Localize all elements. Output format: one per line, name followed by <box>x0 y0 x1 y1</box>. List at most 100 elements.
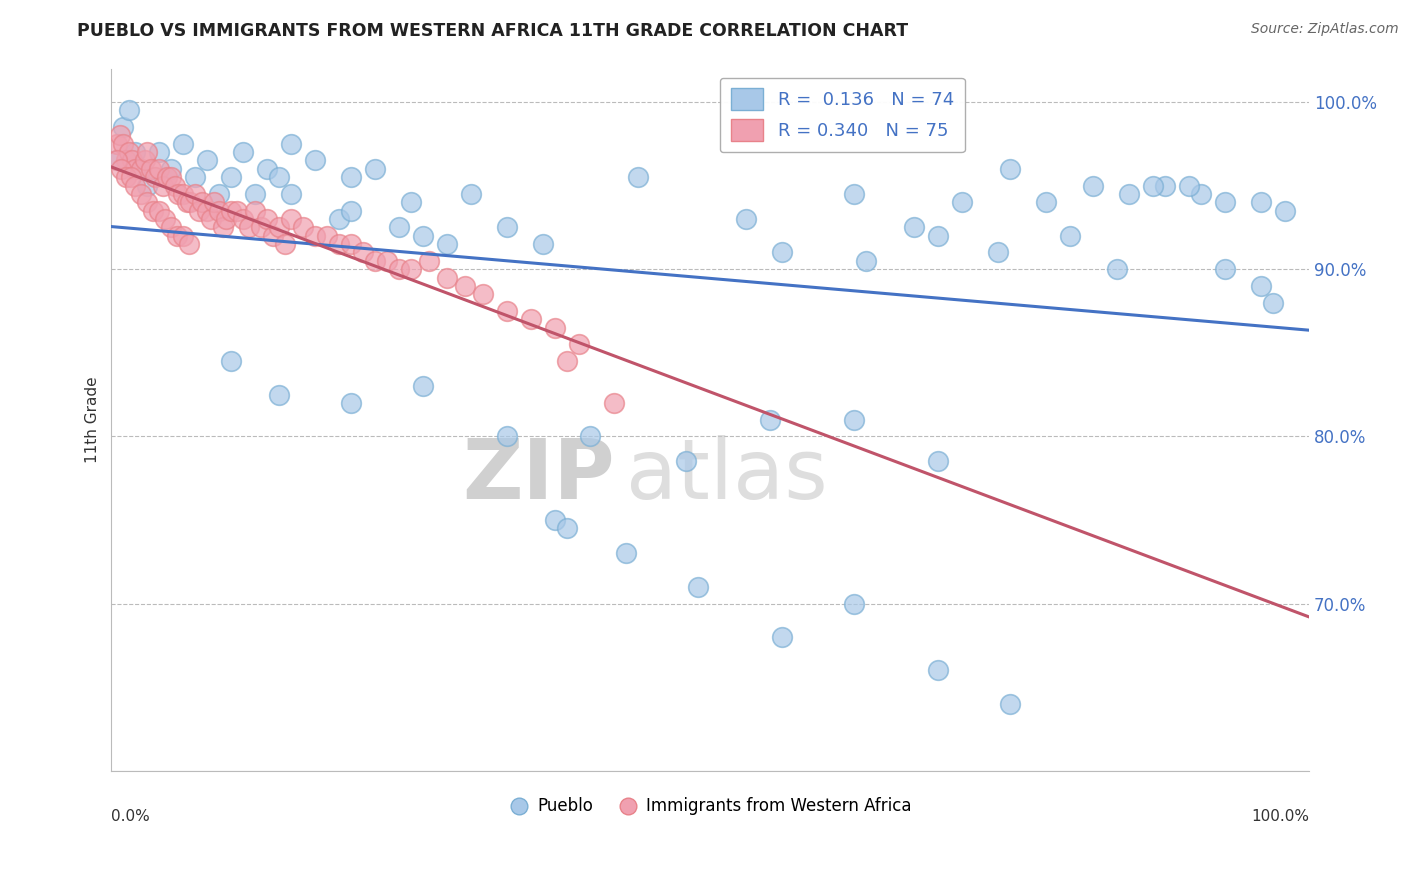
Point <box>519 312 541 326</box>
Text: ZIP: ZIP <box>463 435 614 516</box>
Point <box>163 178 186 193</box>
Point <box>567 337 589 351</box>
Point <box>219 354 242 368</box>
Point <box>131 161 153 176</box>
Point <box>1154 178 1177 193</box>
Point <box>543 513 565 527</box>
Point <box>340 237 363 252</box>
Point <box>267 220 290 235</box>
Point <box>927 228 949 243</box>
Point <box>219 203 242 218</box>
Point <box>211 220 233 235</box>
Point <box>998 161 1021 176</box>
Text: Source: ZipAtlas.com: Source: ZipAtlas.com <box>1251 22 1399 37</box>
Point <box>232 212 254 227</box>
Point <box>232 145 254 160</box>
Point <box>460 186 482 201</box>
Point <box>215 212 238 227</box>
Point <box>675 454 697 468</box>
Point <box>142 203 165 218</box>
Text: PUEBLO VS IMMIGRANTS FROM WESTERN AFRICA 11TH GRADE CORRELATION CHART: PUEBLO VS IMMIGRANTS FROM WESTERN AFRICA… <box>77 22 908 40</box>
Point <box>139 161 162 176</box>
Point <box>136 178 159 193</box>
Point <box>124 145 146 160</box>
Point <box>267 387 290 401</box>
Point <box>436 270 458 285</box>
Point <box>280 186 302 201</box>
Point <box>118 145 141 160</box>
Point <box>148 161 170 176</box>
Point <box>1213 195 1236 210</box>
Point <box>495 220 517 235</box>
Point <box>148 145 170 160</box>
Point <box>105 136 128 151</box>
Point <box>842 597 865 611</box>
Point <box>243 186 266 201</box>
Point <box>364 253 387 268</box>
Point <box>131 161 153 176</box>
Point <box>267 170 290 185</box>
Point <box>579 429 602 443</box>
Point <box>987 245 1010 260</box>
Point <box>1118 186 1140 201</box>
Point <box>292 220 315 235</box>
Point <box>399 195 422 210</box>
Point <box>108 128 131 143</box>
Point <box>219 170 242 185</box>
Legend: Pueblo, Immigrants from Western Africa: Pueblo, Immigrants from Western Africa <box>502 790 918 822</box>
Point <box>842 412 865 426</box>
Point <box>495 304 517 318</box>
Point <box>280 212 302 227</box>
Y-axis label: 11th Grade: 11th Grade <box>86 376 100 463</box>
Point <box>238 220 260 235</box>
Point <box>124 161 146 176</box>
Point <box>179 237 201 252</box>
Point <box>927 454 949 468</box>
Point <box>352 245 374 260</box>
Text: atlas: atlas <box>627 435 828 516</box>
Point <box>304 228 326 243</box>
Point <box>375 253 398 268</box>
Point <box>134 153 156 168</box>
Point <box>160 220 183 235</box>
Point <box>124 178 146 193</box>
Point <box>1250 278 1272 293</box>
Point <box>114 153 136 168</box>
Point <box>770 630 793 644</box>
Point <box>471 287 494 301</box>
Point <box>1059 228 1081 243</box>
Point <box>495 429 517 443</box>
Point <box>160 161 183 176</box>
Point <box>364 161 387 176</box>
Point <box>399 262 422 277</box>
Point <box>903 220 925 235</box>
Point <box>927 664 949 678</box>
Point <box>256 161 278 176</box>
Point <box>110 161 132 176</box>
Point <box>998 697 1021 711</box>
Point <box>688 580 710 594</box>
Point <box>543 320 565 334</box>
Text: 0.0%: 0.0% <box>111 809 150 824</box>
Point <box>160 170 183 185</box>
Point <box>152 178 174 193</box>
Point <box>112 136 135 151</box>
Point <box>179 195 201 210</box>
Point <box>759 412 782 426</box>
Point <box>340 170 363 185</box>
Point <box>105 153 128 168</box>
Point <box>172 228 194 243</box>
Point <box>627 170 650 185</box>
Point <box>340 203 363 218</box>
Point <box>436 237 458 252</box>
Point <box>454 278 477 293</box>
Point <box>256 212 278 227</box>
Point <box>388 220 411 235</box>
Point <box>388 262 411 277</box>
Point <box>340 396 363 410</box>
Point <box>555 521 578 535</box>
Point <box>418 253 440 268</box>
Point <box>155 212 177 227</box>
Point <box>304 153 326 168</box>
Point <box>184 186 207 201</box>
